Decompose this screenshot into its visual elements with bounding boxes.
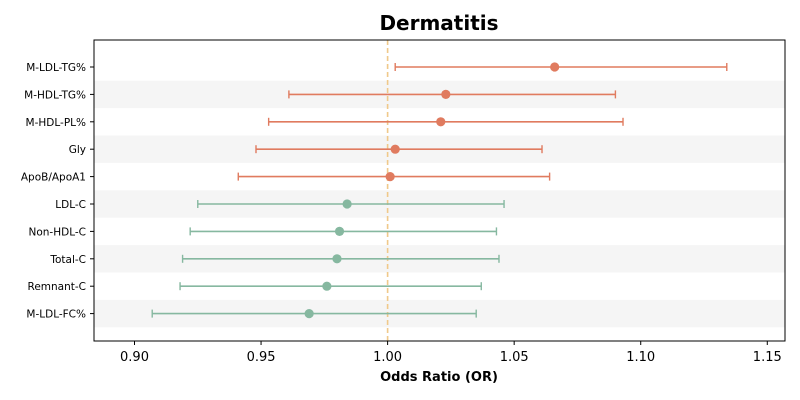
y-tick-label: M-LDL-FC% — [26, 309, 86, 321]
or-point — [550, 62, 560, 72]
x-tick-label: 0.90 — [120, 350, 149, 365]
y-tick-label: M-HDL-PL% — [26, 117, 86, 129]
y-tick-label: Gly — [69, 144, 86, 156]
forest-row — [189, 226, 498, 236]
or-point — [436, 117, 446, 127]
y-tick-label: Non-HDL-C — [29, 226, 87, 238]
y-tick-label: Total-C — [49, 254, 86, 266]
data-rows — [151, 62, 728, 319]
or-point — [304, 309, 314, 319]
forest-row — [267, 117, 624, 127]
chart-title: Dermatitis — [379, 11, 498, 35]
y-tick-label: Remnant-C — [28, 281, 87, 293]
y-tick-label: M-HDL-TG% — [24, 89, 86, 101]
x-tick-label: 1.10 — [626, 350, 655, 365]
or-point — [322, 281, 332, 291]
x-tick-label: 1.00 — [373, 350, 402, 365]
x-tick-label: 1.15 — [753, 350, 782, 365]
or-point — [390, 144, 400, 154]
forest-row — [197, 199, 505, 209]
or-point — [441, 89, 451, 99]
or-point — [334, 226, 345, 236]
y-tick-label: LDL-C — [55, 199, 86, 211]
or-point — [332, 254, 342, 264]
forest-row — [288, 89, 617, 99]
y-tick-label: ApoB/ApoA1 — [21, 172, 86, 184]
forest-row — [181, 254, 500, 264]
x-tick-label: 1.05 — [500, 350, 529, 365]
forest-row — [179, 281, 482, 291]
plot-frame — [93, 39, 786, 342]
x-axis-label: Odds Ratio (OR) — [380, 370, 498, 385]
x-tick-label: 0.95 — [247, 350, 276, 365]
forest-row — [255, 144, 543, 154]
y-tick-label: M-LDL-TG% — [26, 62, 86, 74]
forest-row — [394, 62, 728, 72]
or-point — [385, 172, 395, 182]
or-point — [342, 199, 352, 209]
x-axis: 0.90 0.95 1.00 1.05 1.10 1.15 — [120, 341, 782, 365]
y-axis: M-LDL-TG% M-HDL-TG% M-HDL-PL% Gly ApoB/ApoA1… — [21, 62, 94, 321]
forest-row — [151, 309, 477, 319]
forest-row — [237, 172, 551, 182]
